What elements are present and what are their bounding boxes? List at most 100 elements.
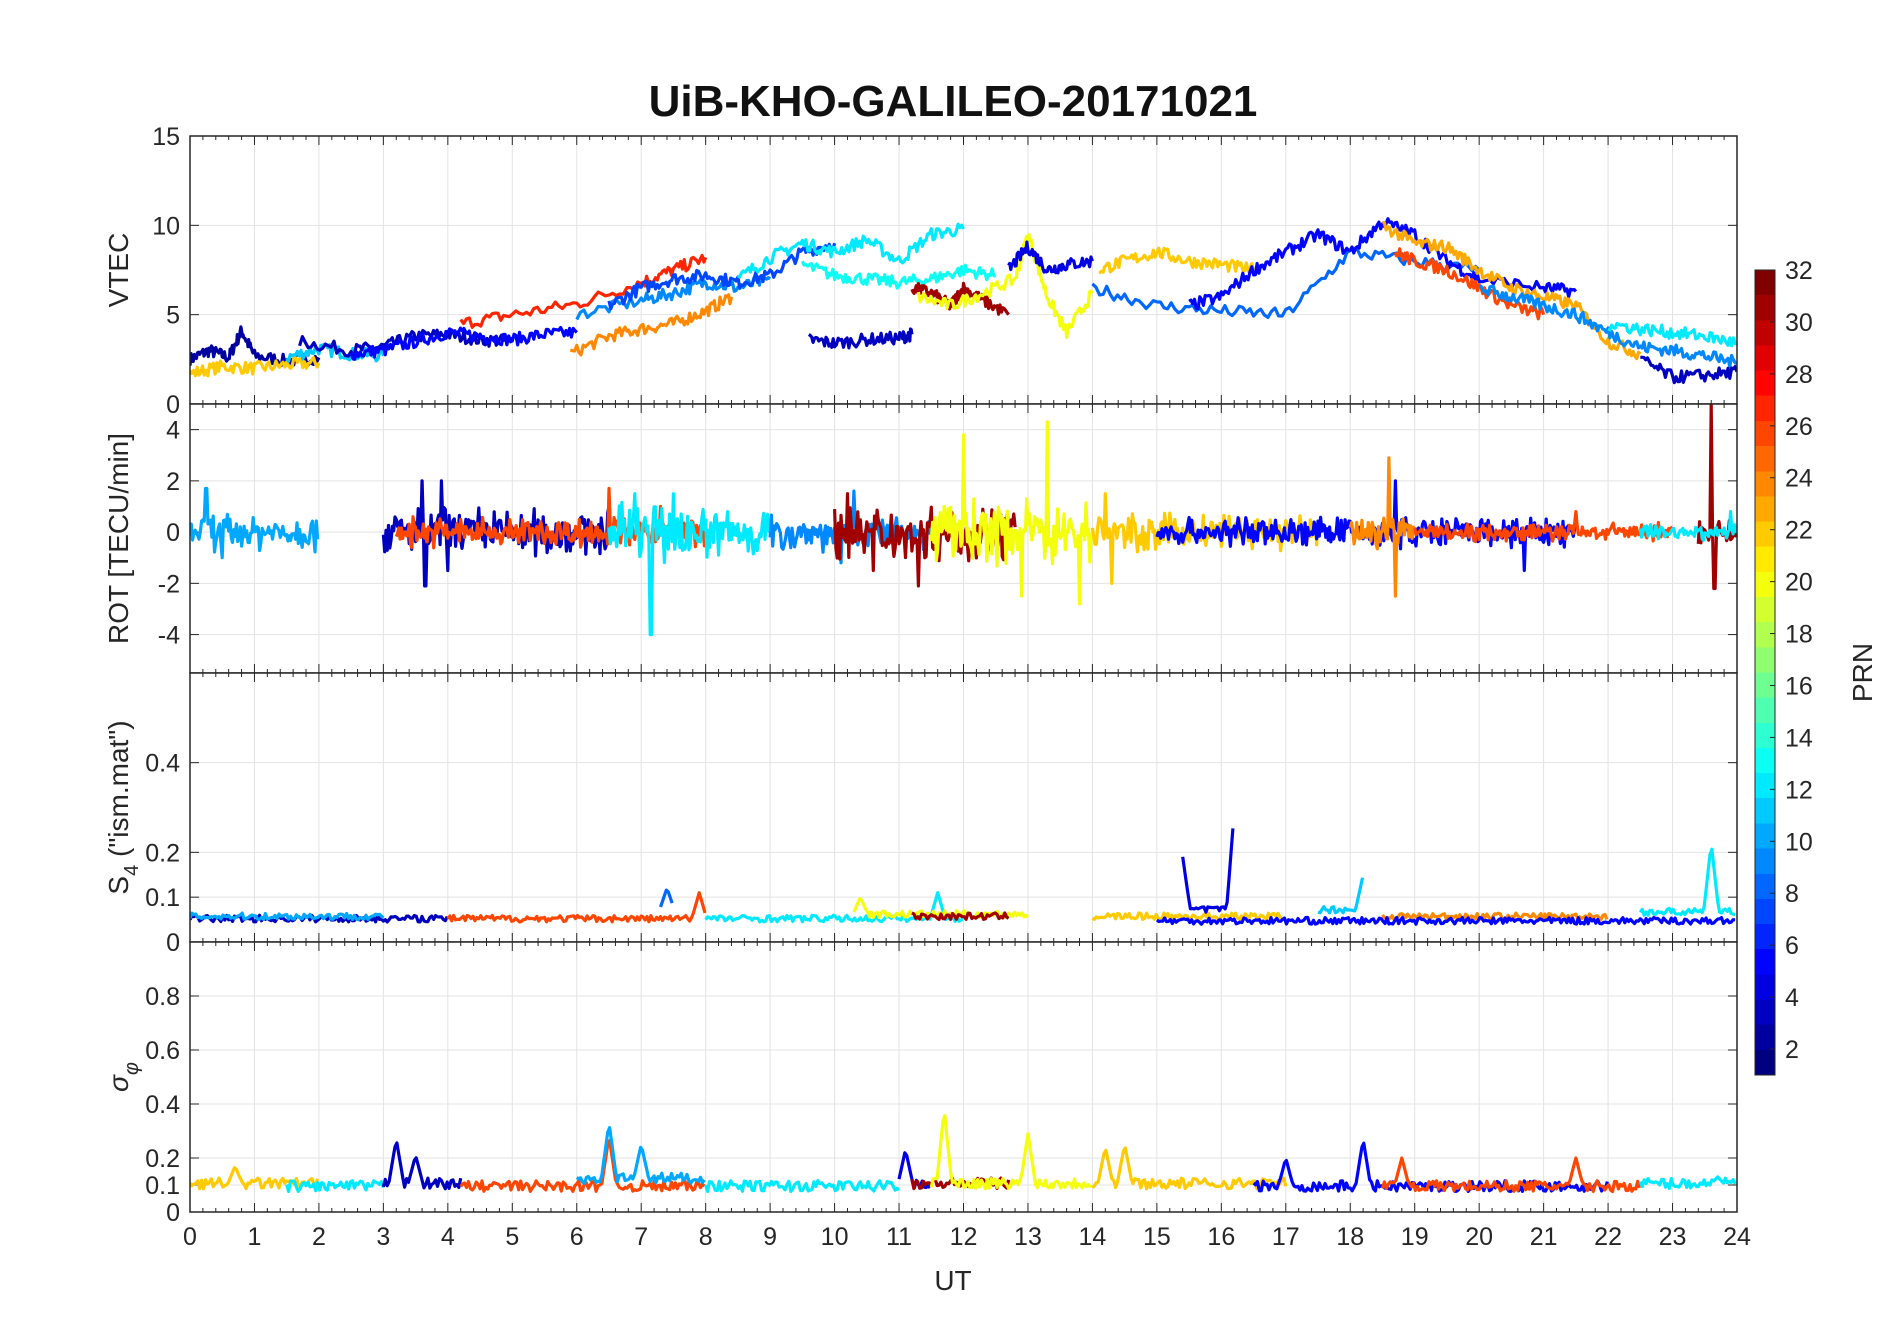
panel-frame xyxy=(189,941,1738,1213)
series-line-prn-10 xyxy=(190,911,385,922)
x-tick-label: 11 xyxy=(886,1223,912,1251)
y-tick-label: 5 xyxy=(166,302,180,330)
colorbar-tick-label: 4 xyxy=(1785,984,1799,1012)
panel-rot: -4 -2 0 2 4 ROT [TECU/min] xyxy=(103,403,1738,674)
x-tick-label: 3 xyxy=(376,1223,390,1251)
x-tick-label: 2 xyxy=(312,1223,326,1251)
y-tick-label: 0.1 xyxy=(145,884,180,912)
x-axis-label: UT xyxy=(934,1265,971,1296)
series-line-prn-13 xyxy=(800,260,997,290)
series-line-prn-12 xyxy=(285,1179,385,1193)
colorbar-tick-label: 18 xyxy=(1785,621,1813,649)
y-axis-label: ROT [TECU/min] xyxy=(103,433,134,644)
x-tick-label: 5 xyxy=(505,1223,519,1251)
y-tick-label: 0 xyxy=(166,391,180,419)
series-group xyxy=(190,404,1737,637)
x-tick-label: 0 xyxy=(183,1223,197,1251)
x-tick-label: 9 xyxy=(763,1223,777,1251)
y-tick-label: 4 xyxy=(166,417,180,445)
x-tick-label: 15 xyxy=(1143,1223,1171,1251)
x-tick-label: 13 xyxy=(1014,1223,1042,1251)
series-line-prn-5 xyxy=(1252,1141,1609,1193)
colorbar-tick-label: 32 xyxy=(1785,257,1813,285)
colorbar-tick-label: 30 xyxy=(1785,309,1813,337)
x-tick-label: 17 xyxy=(1272,1223,1300,1251)
y-tick-label: 15 xyxy=(152,123,180,151)
colorbar-tick-label: 24 xyxy=(1785,465,1813,493)
series-line-prn-12 xyxy=(1638,847,1736,917)
y-tick-label: 0.8 xyxy=(145,983,180,1011)
x-tick-label: 20 xyxy=(1465,1223,1493,1251)
series-line-prn-11 xyxy=(1317,877,1365,915)
y-axis-label: S4 ("ism.mat") xyxy=(103,720,143,894)
colorbar-tick-label: 16 xyxy=(1785,672,1813,700)
series-line-prn-4 xyxy=(1007,240,1094,275)
colorbar-tick-label: 6 xyxy=(1785,932,1799,960)
x-tick-label: 19 xyxy=(1401,1223,1429,1251)
y-tick-label: 0.4 xyxy=(145,1091,180,1119)
panel-vtec: 0 5 10 15 VTEC xyxy=(103,123,1738,419)
series-line-prn-12 xyxy=(1607,321,1737,348)
series-line-prn-7 xyxy=(607,242,837,311)
series-line-prn-3 xyxy=(807,327,914,350)
chart-title: UiB-KHO-GALILEO-20171021 xyxy=(649,77,1258,126)
series-line-prn-12 xyxy=(736,222,965,279)
series-line-prn-3 xyxy=(381,1141,463,1191)
y-tick-label: -4 xyxy=(158,622,180,650)
x-tick-label: 10 xyxy=(821,1223,849,1251)
y-tick-label: 0 xyxy=(166,1199,180,1227)
colorbar-tick-label: 10 xyxy=(1785,828,1813,856)
x-tick-label: 24 xyxy=(1723,1223,1751,1251)
x-tick-label: 6 xyxy=(570,1223,584,1251)
y-tick-label: 0.1 xyxy=(145,1172,180,1200)
x-tick-label: 16 xyxy=(1207,1223,1235,1251)
series-line-prn-22 xyxy=(190,356,321,378)
series-line-prn-20 xyxy=(929,1114,1093,1191)
series-line-prn-12 xyxy=(1638,510,1737,542)
series-line-prn-9 xyxy=(1479,284,1737,369)
series-group xyxy=(190,1114,1737,1194)
y-tick-label: -2 xyxy=(158,570,180,598)
colorbar-tick-label: 28 xyxy=(1785,361,1813,389)
colorbar-label: PRN xyxy=(1847,643,1878,702)
series-line-prn-5 xyxy=(349,325,578,361)
y-tick-label: 0 xyxy=(166,929,180,957)
series-line-prn-12 xyxy=(704,1179,901,1193)
series-line-prn-3 xyxy=(1640,355,1737,385)
x-tick-label: 14 xyxy=(1079,1223,1107,1251)
y-tick-label: 10 xyxy=(152,212,180,240)
series-line-prn-31 xyxy=(911,911,1010,922)
series-line-prn-20 xyxy=(929,420,1094,606)
series-line-prn-12 xyxy=(607,492,772,637)
colorbar-tick-label: 26 xyxy=(1785,413,1813,441)
series-line-prn-10 xyxy=(190,486,320,560)
x-tick-label: 18 xyxy=(1336,1223,1364,1251)
x-tick-label: 22 xyxy=(1594,1223,1622,1251)
series-line-prn-22 xyxy=(1090,492,1320,585)
series-line-prn-26 xyxy=(446,891,707,924)
series-line-prn-22 xyxy=(1091,1146,1288,1191)
series-line-prn-5 xyxy=(1155,915,1736,926)
x-tick-label: 7 xyxy=(634,1223,648,1251)
colorbar-gradient xyxy=(1754,269,1776,1076)
series-line-prn-12 xyxy=(1638,1175,1737,1190)
series-line-prn-27 xyxy=(459,253,708,329)
series-line-prn-24 xyxy=(1348,456,1417,598)
x-tick-label: 21 xyxy=(1530,1223,1558,1251)
y-axis-label: σφ xyxy=(103,1062,143,1092)
panel-s4: 0 0.1 0.2 0.4S4 ("ism.mat") xyxy=(103,672,1738,957)
y-tick-label: 2 xyxy=(166,468,180,496)
series-group xyxy=(190,828,1736,926)
y-tick-label: 0.2 xyxy=(145,1145,180,1173)
colorbar-tick-label: 12 xyxy=(1785,776,1813,804)
y-axis-label: VTEC xyxy=(103,233,134,308)
series-line-prn-3 xyxy=(190,913,449,924)
x-tick-label: 8 xyxy=(699,1223,713,1251)
series-line-prn-8 xyxy=(658,888,674,908)
series-line-prn-10 xyxy=(575,1126,706,1185)
x-tick-label: 23 xyxy=(1659,1223,1687,1251)
series-line-prn-22 xyxy=(1098,246,1256,275)
